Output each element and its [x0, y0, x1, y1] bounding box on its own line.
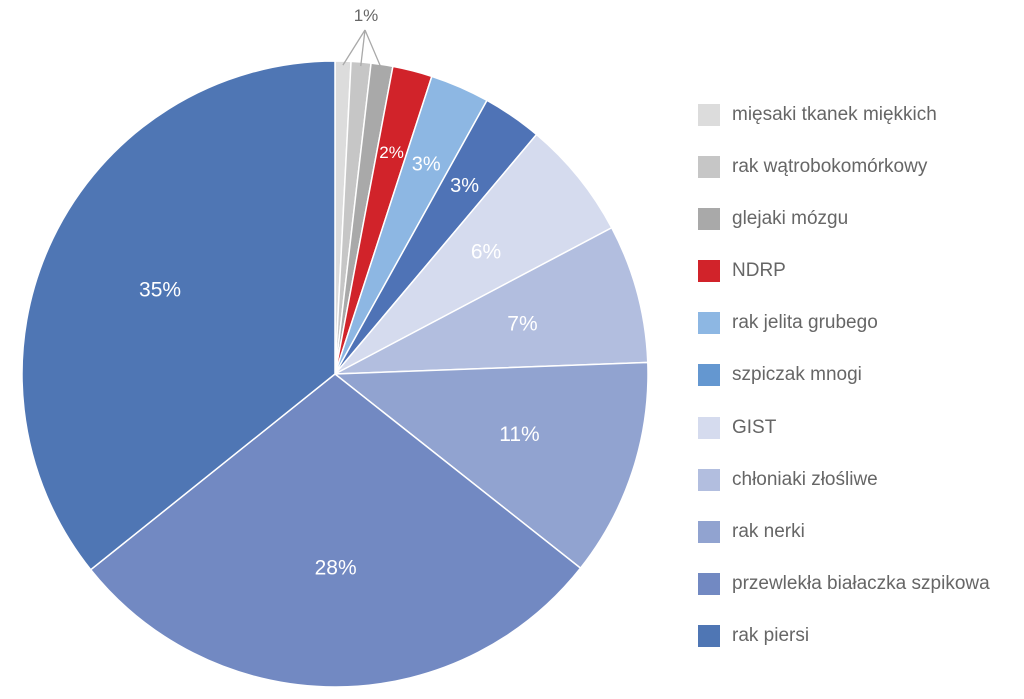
- legend-item-przewlekla-bialaczka-szpikowa: przewlekła białaczka szpikowa: [698, 572, 990, 597]
- legend-label: rak nerki: [732, 521, 805, 542]
- legend-item-rak-piersi: rak piersi: [698, 624, 990, 649]
- leader-lines: [342, 29, 383, 69]
- legend-label: rak wątrobokomórkowy: [732, 155, 928, 177]
- legend-item-rak-nerki: rak nerki: [698, 520, 990, 545]
- legend-item-glejaki-mozgu: glejaki mózgu: [698, 206, 990, 231]
- legend-swatch: [698, 416, 720, 439]
- legend-swatch: [698, 625, 720, 648]
- legend-swatch: [698, 521, 720, 543]
- legend: mięsaki tkanek miękkich rak wątrobokomórk…: [698, 102, 990, 676]
- legend-swatch: [698, 103, 720, 126]
- pie-slice-chloniaki-zlosliwe: [334, 226, 649, 375]
- data-label-small-slices: 1%: [354, 6, 379, 25]
- legend-item-rak-jelita-grubego: rak jelita grubego: [698, 311, 990, 336]
- pie-slice-rak-nerki: [332, 361, 649, 570]
- legend-swatch: [698, 155, 720, 178]
- data-label-przewlekla-bialaczka-szpikowa: 28%: [315, 557, 357, 580]
- data-label-chloniaki-zlosliwe: 7%: [507, 312, 537, 335]
- legend-label: chłoniaki złośliwe: [732, 468, 878, 490]
- legend-label: przewlekła białaczka szpikowa: [732, 573, 990, 595]
- legend-item-miesaki-tkanek-miekkich: mięsaki tkanek miękkich: [698, 102, 990, 127]
- legend-swatch: [698, 364, 720, 387]
- legend-label: glejaki mózgu: [732, 207, 849, 229]
- data-label-ndrp: 2%: [379, 143, 404, 162]
- legend-label: rak piersi: [732, 625, 810, 647]
- legend-swatch: [698, 260, 720, 283]
- legend-label: NDRP: [732, 260, 786, 282]
- legend-swatch: [698, 468, 720, 491]
- data-label-szpiczak-mnogi: 3%: [450, 175, 479, 197]
- pie-slice-przewlekla-bialaczka-szpikowa: [89, 373, 582, 688]
- legend-label: GIST: [732, 416, 777, 438]
- legend-item-ndrp: NDRP: [698, 259, 990, 284]
- legend-label: rak jelita grubego: [732, 312, 878, 334]
- legend-label: mięsaki tkanek miękkich: [732, 103, 937, 125]
- legend-item-chloniaki-zlosliwe: chłoniaki złośliwe: [698, 467, 990, 492]
- legend-item-rak-watrobokomorkowy: rak wątrobokomórkowy: [698, 154, 990, 179]
- legend-label: szpiczak mnogi: [732, 364, 862, 386]
- data-label-rak-piersi: 35%: [139, 279, 181, 302]
- legend-swatch: [698, 573, 720, 596]
- pie-slice-gist: [334, 133, 613, 375]
- legend-swatch: [698, 312, 720, 335]
- data-label-rak-nerki: 11%: [499, 423, 539, 446]
- data-label-rak-jelita-grubego: 3%: [412, 154, 441, 176]
- legend-swatch: [698, 207, 720, 230]
- legend-item-szpiczak-mnogi: szpiczak mnogi: [698, 363, 990, 388]
- legend-item-gist: GIST: [698, 415, 990, 440]
- data-label-gist: 6%: [471, 241, 501, 264]
- pie-slice-rak-piersi: [21, 60, 336, 571]
